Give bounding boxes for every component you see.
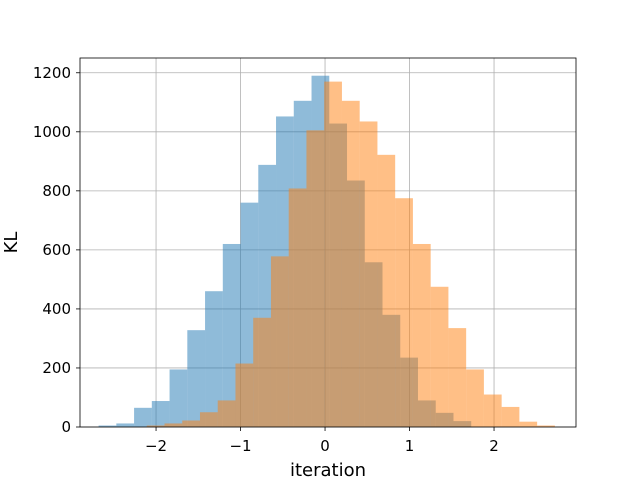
histogram-bar-series-2 — [395, 198, 413, 427]
histogram-bar-series-2 — [253, 317, 271, 427]
histogram-bar-series-2 — [306, 130, 325, 427]
y-tick-label: 600 — [42, 241, 71, 259]
histogram-bars — [98, 75, 555, 428]
histogram-bar-series-2 — [483, 394, 502, 427]
y-tick-label: 800 — [42, 182, 71, 200]
histogram-bar-series-2 — [217, 400, 236, 427]
y-tick-label: 400 — [42, 300, 71, 318]
histogram-bar-series-2 — [412, 243, 431, 427]
histogram-bar-series-1 — [187, 330, 206, 427]
histogram-bar-series-2 — [199, 412, 218, 427]
histogram-bar-series-2 — [270, 256, 289, 427]
histogram-bar-series-2 — [501, 406, 520, 427]
axis-ticks: −2 −1 0 1 2 0 200 400 600 800 1000 1200 — [33, 64, 499, 455]
histogram-bar-series-2 — [182, 420, 200, 427]
histogram-bar-series-2 — [466, 369, 484, 427]
histogram-bar-series-2 — [537, 425, 555, 427]
histogram-bar-series-2 — [164, 423, 183, 427]
histogram-bar-series-2 — [377, 154, 396, 427]
y-tick-label: 200 — [42, 359, 71, 377]
histogram-bar-series-1 — [205, 291, 223, 427]
x-tick-label: 1 — [405, 437, 415, 455]
x-tick-label: 0 — [320, 437, 330, 455]
x-tick-label: −2 — [145, 437, 167, 455]
histogram-bar-series-2 — [324, 81, 342, 427]
y-tick-label: 0 — [61, 418, 71, 436]
plot-frame — [79, 57, 577, 428]
x-tick-label: 2 — [489, 437, 499, 455]
histogram-bar-series-2 — [341, 100, 360, 427]
histogram-bar-series-2 — [430, 286, 449, 427]
histogram-bar-series-2 — [519, 421, 538, 427]
histogram-bar-series-2 — [448, 328, 467, 427]
y-axis-label: KL — [1, 232, 22, 254]
x-axis-label: iteration — [290, 460, 366, 480]
y-tick-label: 1200 — [33, 64, 71, 82]
y-tick-label: 1000 — [33, 123, 71, 141]
histogram-bar-series-2 — [146, 425, 165, 427]
x-tick-label: −1 — [229, 437, 251, 455]
histogram-bar-series-1 — [98, 425, 117, 427]
histogram-bar-series-1 — [169, 369, 188, 427]
histogram-bar-series-1 — [134, 407, 152, 427]
histogram-bar-series-2 — [235, 363, 254, 427]
histogram-bar-series-2 — [359, 121, 378, 427]
histogram-bar-series-1 — [116, 423, 135, 427]
histogram-bar-series-1 — [151, 401, 170, 427]
histogram-bar-series-2 — [288, 188, 307, 427]
